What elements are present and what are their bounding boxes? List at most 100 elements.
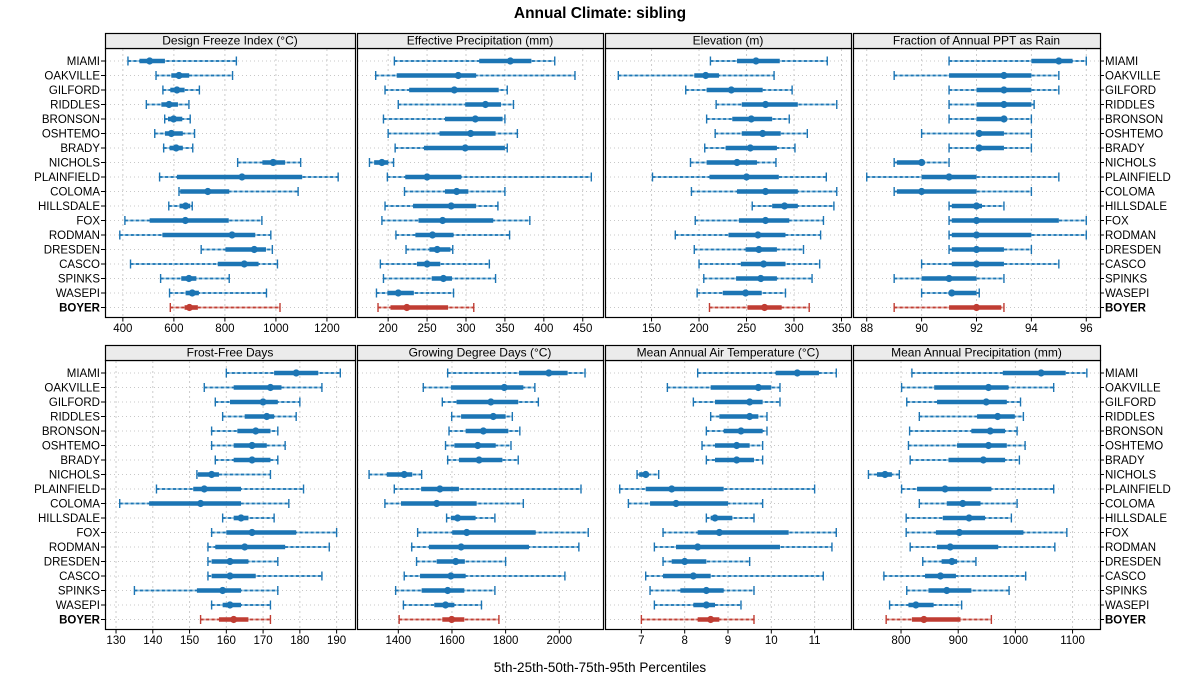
median-dot	[754, 383, 762, 392]
median-dot	[165, 100, 173, 109]
median-dot	[241, 543, 249, 551]
site-label-right: BRONSON	[1105, 114, 1163, 126]
median-dot	[742, 173, 751, 181]
axis-tick-label: 90	[915, 323, 928, 335]
site-label-left: MIAMI	[67, 368, 100, 380]
median-dot	[474, 441, 482, 450]
site-label-right: SPINKS	[1105, 274, 1148, 286]
median-dot	[439, 216, 447, 225]
site-label-right: HILLSDALE	[1105, 513, 1167, 525]
median-dot	[741, 289, 750, 297]
panel-frame	[104, 359, 357, 631]
median-dot	[226, 557, 234, 566]
axis-tick-label: 200	[689, 323, 708, 335]
median-dot	[453, 514, 462, 522]
panel-frame	[104, 47, 357, 319]
site-label-left: OAKVILLE	[44, 71, 100, 83]
median-dot	[204, 187, 212, 196]
site-label-right: CASCO	[1105, 259, 1146, 271]
site-label-left: PLAINFIELD	[34, 172, 100, 184]
site-label-left: BRONSON	[42, 426, 100, 438]
median-dot	[471, 115, 479, 123]
median-dot	[400, 470, 408, 479]
site-label-left: GILFORD	[49, 397, 100, 409]
panel-strip	[356, 344, 605, 362]
median-dot	[972, 260, 981, 268]
median-dot	[394, 289, 402, 297]
site-label-left: WASEPI	[56, 288, 100, 300]
site-label-left: RIDDLES	[50, 412, 100, 424]
site-label-left: CASCO	[59, 259, 100, 271]
median-dot	[912, 601, 920, 609]
site-label-left: HILLSDALE	[38, 513, 100, 525]
axis-tick-label: 2000	[546, 635, 572, 647]
axis-tick-label: 600	[164, 323, 183, 335]
site-label-right: PLAINFIELD	[1105, 484, 1171, 496]
median-dot	[269, 158, 277, 167]
axis-tick-label: 1600	[439, 635, 465, 647]
median-dot	[146, 57, 154, 65]
panel-strip-title: Growing Degree Days (°C)	[409, 346, 552, 360]
median-dot	[378, 158, 386, 167]
median-dot	[423, 173, 431, 181]
panel-strip-title: Frost-Free Days	[187, 346, 274, 360]
panel-strip-title: Elevation (m)	[693, 34, 764, 48]
median-dot	[948, 557, 956, 566]
axis-tick-label: 250	[417, 323, 436, 335]
median-dot	[727, 86, 735, 94]
median-dot	[248, 441, 256, 450]
median-dot	[188, 289, 196, 297]
median-dot	[955, 528, 963, 537]
site-label-left: SPINKS	[58, 274, 101, 286]
median-dot	[945, 274, 953, 283]
site-label-right: DRESDEN	[1105, 245, 1161, 257]
median-dot	[746, 412, 754, 421]
site-label-right: GILFORD	[1105, 85, 1156, 97]
site-label-left: NICHOLS	[49, 158, 100, 170]
site-label-left: FOX	[76, 528, 100, 540]
axis-tick-label: 1000	[263, 323, 289, 335]
panel-strip-title: Fraction of Annual PPT as Rain	[893, 34, 1060, 48]
axis-tick-label: 1000	[1003, 635, 1029, 647]
median-dot	[479, 427, 487, 435]
panel-strip	[852, 32, 1102, 50]
axis-tick-label: 94	[1025, 323, 1038, 335]
site-label-left: COLOMA	[50, 187, 100, 199]
axis-tick-label: 7	[638, 635, 644, 647]
median-dot	[972, 202, 981, 210]
site-label-right: RIDDLES	[1105, 100, 1155, 112]
median-dot	[489, 412, 497, 421]
site-label-right: BOYER	[1105, 303, 1147, 315]
site-label-left: CASCO	[59, 571, 100, 583]
panel-frame	[356, 47, 605, 319]
median-dot	[780, 202, 789, 210]
median-dot	[752, 57, 760, 65]
axis-tick-label: 170	[253, 635, 272, 647]
site-label-right: MIAMI	[1105, 56, 1138, 68]
median-dot	[228, 231, 236, 239]
panel-strip	[104, 344, 357, 362]
median-dot	[230, 615, 238, 624]
figure-title: Annual Climate: sibling	[513, 5, 687, 22]
median-dot	[1000, 100, 1008, 109]
median-dot	[506, 57, 514, 65]
site-label-left: NICHOLS	[49, 470, 100, 482]
median-dot	[545, 369, 553, 377]
median-dot	[936, 572, 945, 580]
median-dot	[226, 601, 234, 609]
median-dot	[292, 369, 300, 377]
panel-strip-title: Effective Precipitation (mm)	[407, 34, 554, 48]
median-dot	[238, 173, 246, 181]
site-label-left: FOX	[76, 216, 100, 228]
site-label-left: BOYER	[59, 615, 101, 627]
median-dot	[972, 231, 981, 239]
axis-tick-label: 450	[573, 323, 592, 335]
median-dot	[689, 572, 697, 580]
median-dot	[453, 187, 461, 196]
site-label-right: COLOMA	[1105, 499, 1155, 511]
median-dot	[263, 412, 271, 421]
median-dot	[266, 383, 275, 392]
median-dot	[481, 100, 490, 109]
